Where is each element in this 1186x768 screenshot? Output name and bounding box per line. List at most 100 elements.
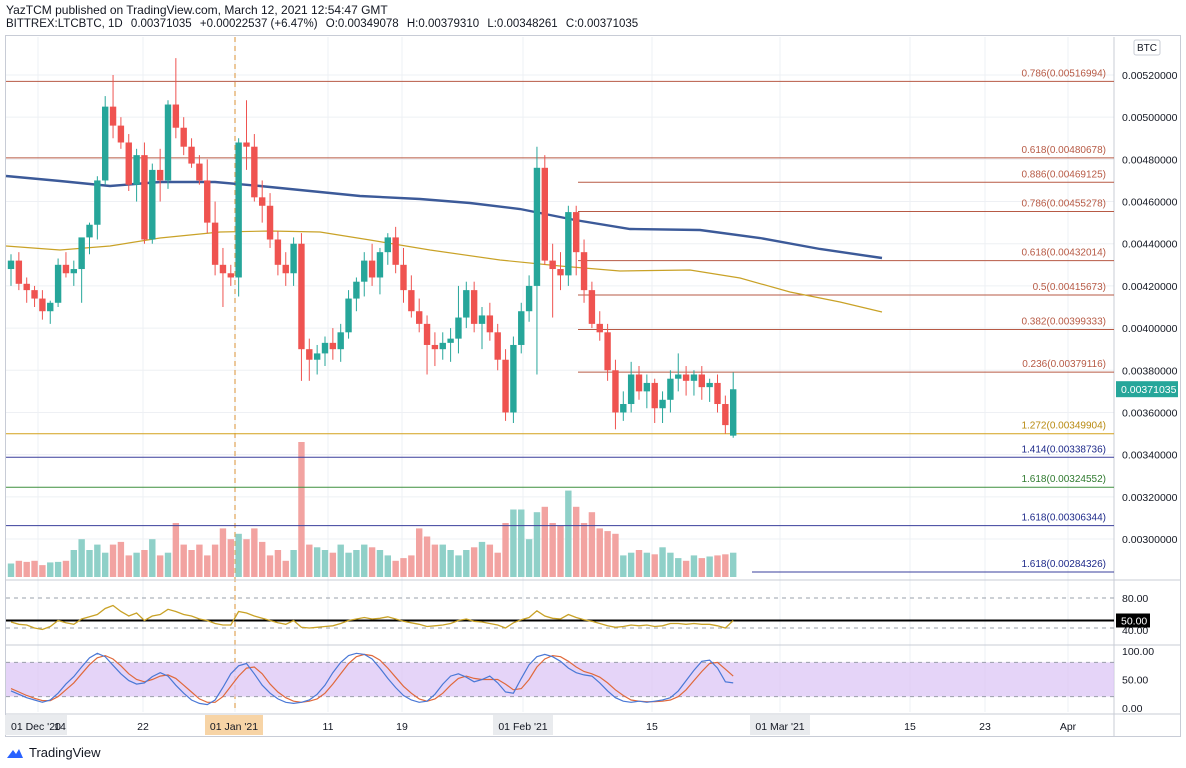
candle-body xyxy=(580,252,588,291)
fib-label: 0.786(0.00455278) xyxy=(1021,199,1106,210)
volume-bar xyxy=(376,550,384,577)
volume-bar xyxy=(494,552,501,577)
rsi-current-marker xyxy=(1116,613,1150,628)
fib-label: 1.618(0.00306344) xyxy=(1021,513,1106,524)
candle-body xyxy=(39,298,46,312)
footer-brand[interactable]: TradingView xyxy=(29,745,101,760)
candle-body xyxy=(510,344,517,413)
low-value: L:0.00348261 xyxy=(487,18,558,30)
current-price-label: 0.00371035 xyxy=(1121,384,1177,396)
candle-body xyxy=(62,264,70,274)
volume-bar xyxy=(306,544,313,577)
candle-body xyxy=(392,237,399,265)
time-tick-highlight xyxy=(493,715,553,735)
candle-body xyxy=(337,332,344,350)
candle-body xyxy=(722,404,729,426)
volume-bar xyxy=(298,442,305,577)
fib-label: 0.618(0.00432014) xyxy=(1021,248,1106,259)
volume-bar xyxy=(188,550,195,577)
candle-body xyxy=(408,290,415,312)
volume-bar xyxy=(164,552,172,577)
price-tick-label: 0.00400000 xyxy=(1122,323,1178,335)
candle-body xyxy=(47,302,54,312)
candle-body xyxy=(7,260,15,270)
close-value: C:0.00371035 xyxy=(565,18,639,30)
candle-body xyxy=(266,205,274,240)
candle-body xyxy=(321,342,329,354)
candle-body xyxy=(682,374,690,381)
fib-label: 0.786(0.00516994) xyxy=(1021,68,1106,79)
rsi-current-label: 50.00 xyxy=(1121,616,1147,628)
volume-bar xyxy=(70,550,77,577)
stoch-rsi-pane: 100.00 50.00 0.00 xyxy=(6,646,1154,715)
volume-bar xyxy=(47,562,54,577)
candle-body xyxy=(463,290,470,318)
volume-bar xyxy=(86,550,93,577)
candle-body xyxy=(282,264,289,274)
candle-body xyxy=(612,370,619,413)
candle-body xyxy=(204,180,211,223)
candle-body xyxy=(353,281,360,299)
candle-body xyxy=(549,260,556,270)
candle-body xyxy=(211,222,219,265)
rsi-level-label: 80.00 xyxy=(1122,593,1148,605)
candle-body xyxy=(541,167,548,261)
volume-bar xyxy=(62,560,70,577)
candle-body xyxy=(102,106,109,181)
candle-body xyxy=(235,142,242,278)
time-tick-label: 01 Jan '21 xyxy=(210,721,258,733)
candle-body xyxy=(141,155,148,240)
volume-bar xyxy=(580,523,588,577)
price-tick-label: 0.00460000 xyxy=(1122,197,1178,209)
candle-body xyxy=(494,332,501,360)
volume-bar xyxy=(549,523,556,577)
volume-bar xyxy=(204,555,211,577)
candle-body xyxy=(431,344,439,350)
volume-bar xyxy=(266,555,274,577)
symbol-label[interactable]: BITTREX:LTCBTC, 1D xyxy=(6,18,123,30)
high-value: H:0.00379310 xyxy=(406,18,480,30)
volume-bar xyxy=(439,544,446,577)
volume-bar xyxy=(274,550,282,577)
price-tick-label: 0.00420000 xyxy=(1122,281,1178,293)
fib-levels: 0.786(0.00516994) 0.618(0.00480678) 0.886(… xyxy=(6,68,1114,573)
candle-body xyxy=(15,260,23,284)
candles xyxy=(7,58,737,438)
time-tick-label: 23 xyxy=(979,721,991,733)
candle-body xyxy=(604,332,611,371)
candle-body xyxy=(274,239,282,265)
volume-bar xyxy=(141,550,148,577)
time-tick-label: 19 xyxy=(396,721,408,733)
fib-label: 1.618(0.00284326) xyxy=(1021,559,1106,570)
candle-body xyxy=(164,104,172,181)
candle-body xyxy=(573,212,580,253)
volume-bar xyxy=(149,539,156,577)
volume-bar xyxy=(706,556,713,577)
last-price: 0.00371035 xyxy=(130,18,192,30)
volume-bar xyxy=(196,544,203,577)
crosshair-date-box xyxy=(205,715,263,735)
volume-bar xyxy=(251,528,258,577)
candle-body xyxy=(596,323,603,333)
time-tick-label: 01 Feb '21 xyxy=(498,721,547,733)
candle-body xyxy=(243,142,250,147)
volume-bar xyxy=(78,539,85,577)
candle-body xyxy=(518,311,525,345)
price-tick-label: 0.00360000 xyxy=(1122,407,1178,419)
volume-bar xyxy=(54,561,62,577)
price-tick-label: 0.00320000 xyxy=(1122,492,1178,504)
time-tick-label: 01 Dec '20 xyxy=(11,721,61,733)
volume-bar xyxy=(470,547,478,577)
candle-body xyxy=(23,283,30,291)
time-tick-highlight xyxy=(750,715,810,735)
stoch-level-label: 0.00 xyxy=(1122,703,1143,715)
candle-body xyxy=(706,382,713,388)
candle-body xyxy=(70,269,77,274)
volume-bar xyxy=(730,552,737,577)
candle-body xyxy=(730,389,737,436)
candle-body xyxy=(667,378,674,400)
time-tick-label: Apr xyxy=(1060,721,1077,733)
candle-body xyxy=(290,243,297,274)
rsi-line xyxy=(10,604,734,631)
